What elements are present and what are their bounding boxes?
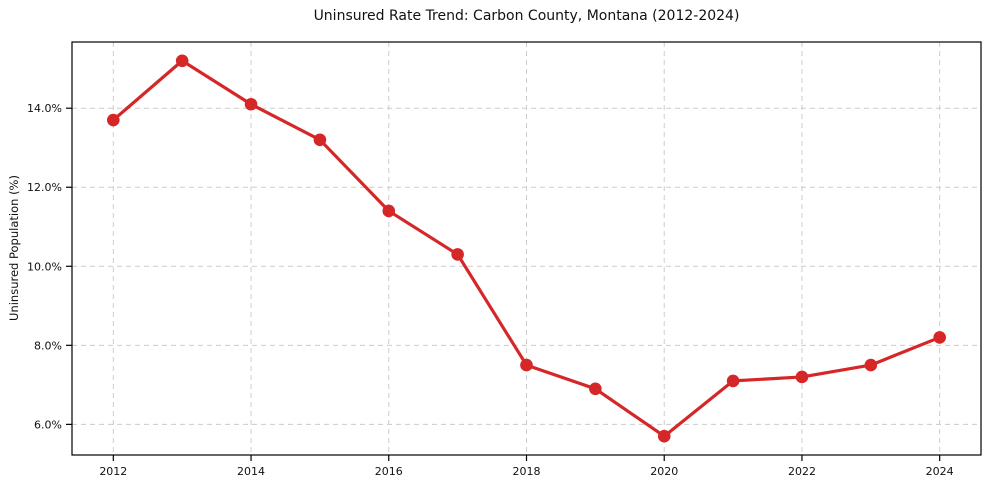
x-tick-label-2022: 2022	[788, 465, 816, 478]
data-point-2022	[795, 370, 809, 384]
x-tick-label-2018: 2018	[513, 465, 541, 478]
data-point-2013	[175, 54, 189, 68]
data-point-2023	[864, 358, 878, 372]
x-tick-label-2016: 2016	[375, 465, 403, 478]
y-tick-label-10.0%: 10.0%	[27, 260, 62, 273]
x-tick-label-2020: 2020	[650, 465, 678, 478]
y-tick-label-6.0%: 6.0%	[34, 418, 62, 431]
y-tick-label-12.0%: 12.0%	[27, 181, 62, 194]
data-point-2015	[313, 133, 327, 147]
x-tick-label-2024: 2024	[926, 465, 954, 478]
data-point-2018	[520, 358, 533, 372]
data-point-2014	[244, 97, 258, 111]
chart-title: Uninsured Rate Trend: Carbon County, Mon…	[313, 8, 740, 24]
data-point-2024	[933, 331, 946, 344]
x-tick-label-2012: 2012	[99, 465, 127, 478]
data-point-2017	[451, 248, 464, 261]
x-tick-label-2014: 2014	[237, 465, 265, 478]
data-point-2012	[107, 113, 120, 127]
data-point-2021	[726, 374, 740, 388]
y-tick-label-8.0%: 8.0%	[34, 339, 62, 352]
data-point-2019	[589, 382, 602, 396]
y-tick-label-14.0%: 14.0%	[27, 102, 62, 115]
data-point-2016	[382, 204, 396, 218]
data-point-2020	[657, 429, 671, 443]
